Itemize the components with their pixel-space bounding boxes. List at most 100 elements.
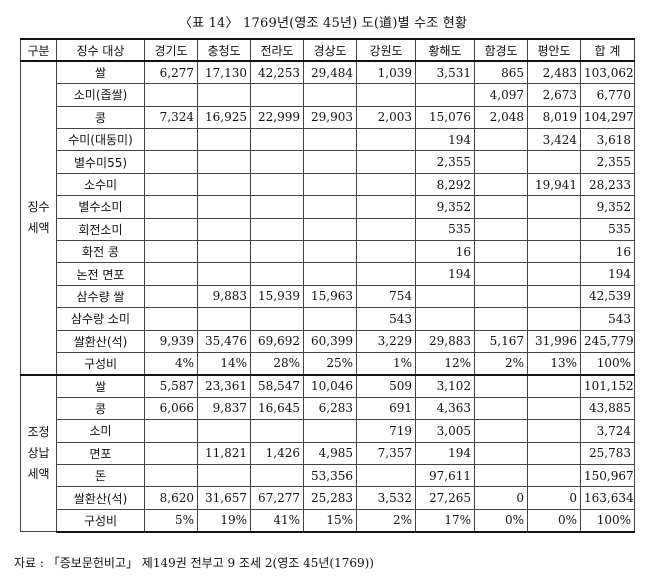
table-cell: 543	[580, 307, 635, 331]
table-cell: 15%	[303, 508, 357, 533]
table-cell: 16,645	[250, 396, 304, 421]
table-cell	[250, 307, 304, 331]
row-label: 화전 콩	[56, 240, 145, 264]
table-cell	[474, 396, 528, 421]
table-cell: 4,985	[303, 441, 357, 465]
table-cell: 865	[474, 60, 528, 85]
table-cell: 19%	[197, 508, 251, 533]
table-cell: 7,324	[144, 105, 198, 130]
table-cell	[197, 307, 251, 331]
row-label: 콩	[56, 105, 145, 130]
table-cell	[474, 240, 528, 264]
table-cell	[474, 217, 528, 242]
table-cell	[144, 83, 198, 107]
table-cell	[197, 240, 251, 264]
table-cell	[197, 150, 251, 174]
row-label: 삼수량 소미	[56, 307, 145, 331]
table-cell: 100%	[580, 351, 635, 376]
table-cell	[527, 150, 581, 174]
table-cell	[144, 463, 198, 488]
table-row: 회전소미 535 535	[21, 217, 635, 242]
table-cell: 194	[415, 262, 475, 286]
table-row: 콩 6,066 9,837 16,645 6,283 691 4,363 43,885	[21, 396, 635, 421]
group-label: 조정 상납 세액	[20, 373, 57, 533]
table-row: 별수미55) 2,355 2,355	[21, 150, 635, 174]
table-cell	[144, 172, 198, 197]
table-cell: 719	[356, 419, 416, 443]
table-cell: 69,692	[250, 329, 304, 353]
tax-table: 구분 징수 대상 경기도 충청도 전라도 경상도 강원도 황해도 함경도 평안도 합 계 징수 세액…	[20, 37, 635, 533]
table-cell	[474, 262, 528, 286]
table-cell: 12%	[415, 351, 475, 376]
table-cell	[250, 217, 304, 242]
row-label: 별수소미	[56, 195, 145, 219]
table-row: 조정 상납 세액 쌀 5,587 23,361 58,547 10,046 509 3,102…	[20, 373, 635, 533]
table-cell: 35,476	[197, 329, 251, 353]
table-cell	[197, 262, 251, 286]
table-cell: 22,999	[250, 105, 304, 130]
table-cell: 535	[580, 217, 635, 242]
table-cell	[356, 195, 416, 219]
table-cell	[250, 240, 304, 264]
group-label: 징수 세액	[20, 60, 57, 376]
table-cell	[144, 195, 198, 219]
table-cell: 535	[415, 217, 475, 242]
table-cell: 10,046	[303, 373, 357, 398]
table-cell	[527, 284, 581, 309]
column-header: 함경도	[474, 37, 528, 63]
table-cell	[144, 217, 198, 242]
table-row: 삼수량 쌀 9,883 15,939 15,963 754 42,539	[21, 284, 635, 309]
table-cell	[527, 217, 581, 242]
column-header: 징수 대상	[56, 37, 145, 63]
table-cell: 9,939	[144, 329, 198, 353]
table-cell: 103,062	[580, 60, 635, 85]
table-cell: 6,283	[303, 396, 357, 421]
table-cell: 194	[415, 128, 475, 152]
table-cell: 0	[527, 486, 581, 510]
table-cell	[303, 217, 357, 242]
table-cell	[250, 419, 304, 443]
table-cell: 28,233	[580, 172, 635, 197]
row-label: 쌀환산(석)	[56, 329, 145, 353]
table-title: 〈표 14〉 1769년(영조 45년) 도(道)별 수조 현황	[178, 16, 468, 31]
table-row: 소미 719 3,005 3,724	[21, 419, 635, 443]
table-cell	[144, 284, 198, 309]
table-cell	[303, 419, 357, 443]
table-cell: 194	[580, 262, 635, 286]
table-cell: 17%	[415, 508, 475, 533]
table-cell: 23,361	[197, 373, 251, 398]
row-label: 콩	[56, 396, 145, 421]
table-cell: 2%	[474, 351, 528, 376]
table-cell: 9,352	[415, 195, 475, 219]
table-cell: 19,941	[527, 172, 581, 197]
table-cell: 3,102	[415, 373, 475, 398]
table-cell	[527, 262, 581, 286]
table-cell	[415, 284, 475, 309]
table-cell: 41%	[250, 508, 304, 533]
source-note: 자료 : 「증보문헌비고」 제149권 전부고 9 조세 2(영조 45년(17…	[14, 556, 374, 570]
table-cell	[527, 373, 581, 398]
table-cell: 543	[356, 307, 416, 331]
table-cell: 42,539	[580, 284, 635, 309]
table-cell: 2,673	[527, 83, 581, 107]
table-cell: 245,779	[580, 329, 635, 353]
table-cell: 29,883	[415, 329, 475, 353]
table-row: 별수소미 9,352 9,352	[21, 195, 635, 219]
header-row: 구분 징수 대상 경기도 충청도 전라도 경상도 강원도 황해도 함경도 평안도 합 계	[20, 37, 635, 63]
table-cell	[144, 128, 198, 152]
row-label: 면포	[56, 441, 145, 465]
table-cell: 5,167	[474, 329, 528, 353]
table-row: 구성비 4% 14% 28% 25% 1% 12% 2% 13% 100%	[21, 351, 635, 376]
table-cell: 25,783	[580, 441, 635, 465]
column-header: 강원도	[356, 37, 416, 63]
table-cell	[197, 463, 251, 488]
table-row: 구성비 5% 19% 41% 15% 2% 17% 0% 0% 100%	[21, 508, 635, 533]
table-row: 소미(좁쌀) 4,097 2,673 6,770	[21, 83, 635, 107]
table-cell: 3,532	[356, 486, 416, 510]
table-cell	[250, 83, 304, 107]
table-cell	[303, 128, 357, 152]
table-row: 징수 세액 쌀 6,277 17,130 42,253 29,484 1,039 3,531 8…	[20, 60, 635, 376]
row-label: 쌀	[56, 60, 145, 85]
table-cell: 6,277	[144, 60, 198, 85]
table-cell: 17,130	[197, 60, 251, 85]
